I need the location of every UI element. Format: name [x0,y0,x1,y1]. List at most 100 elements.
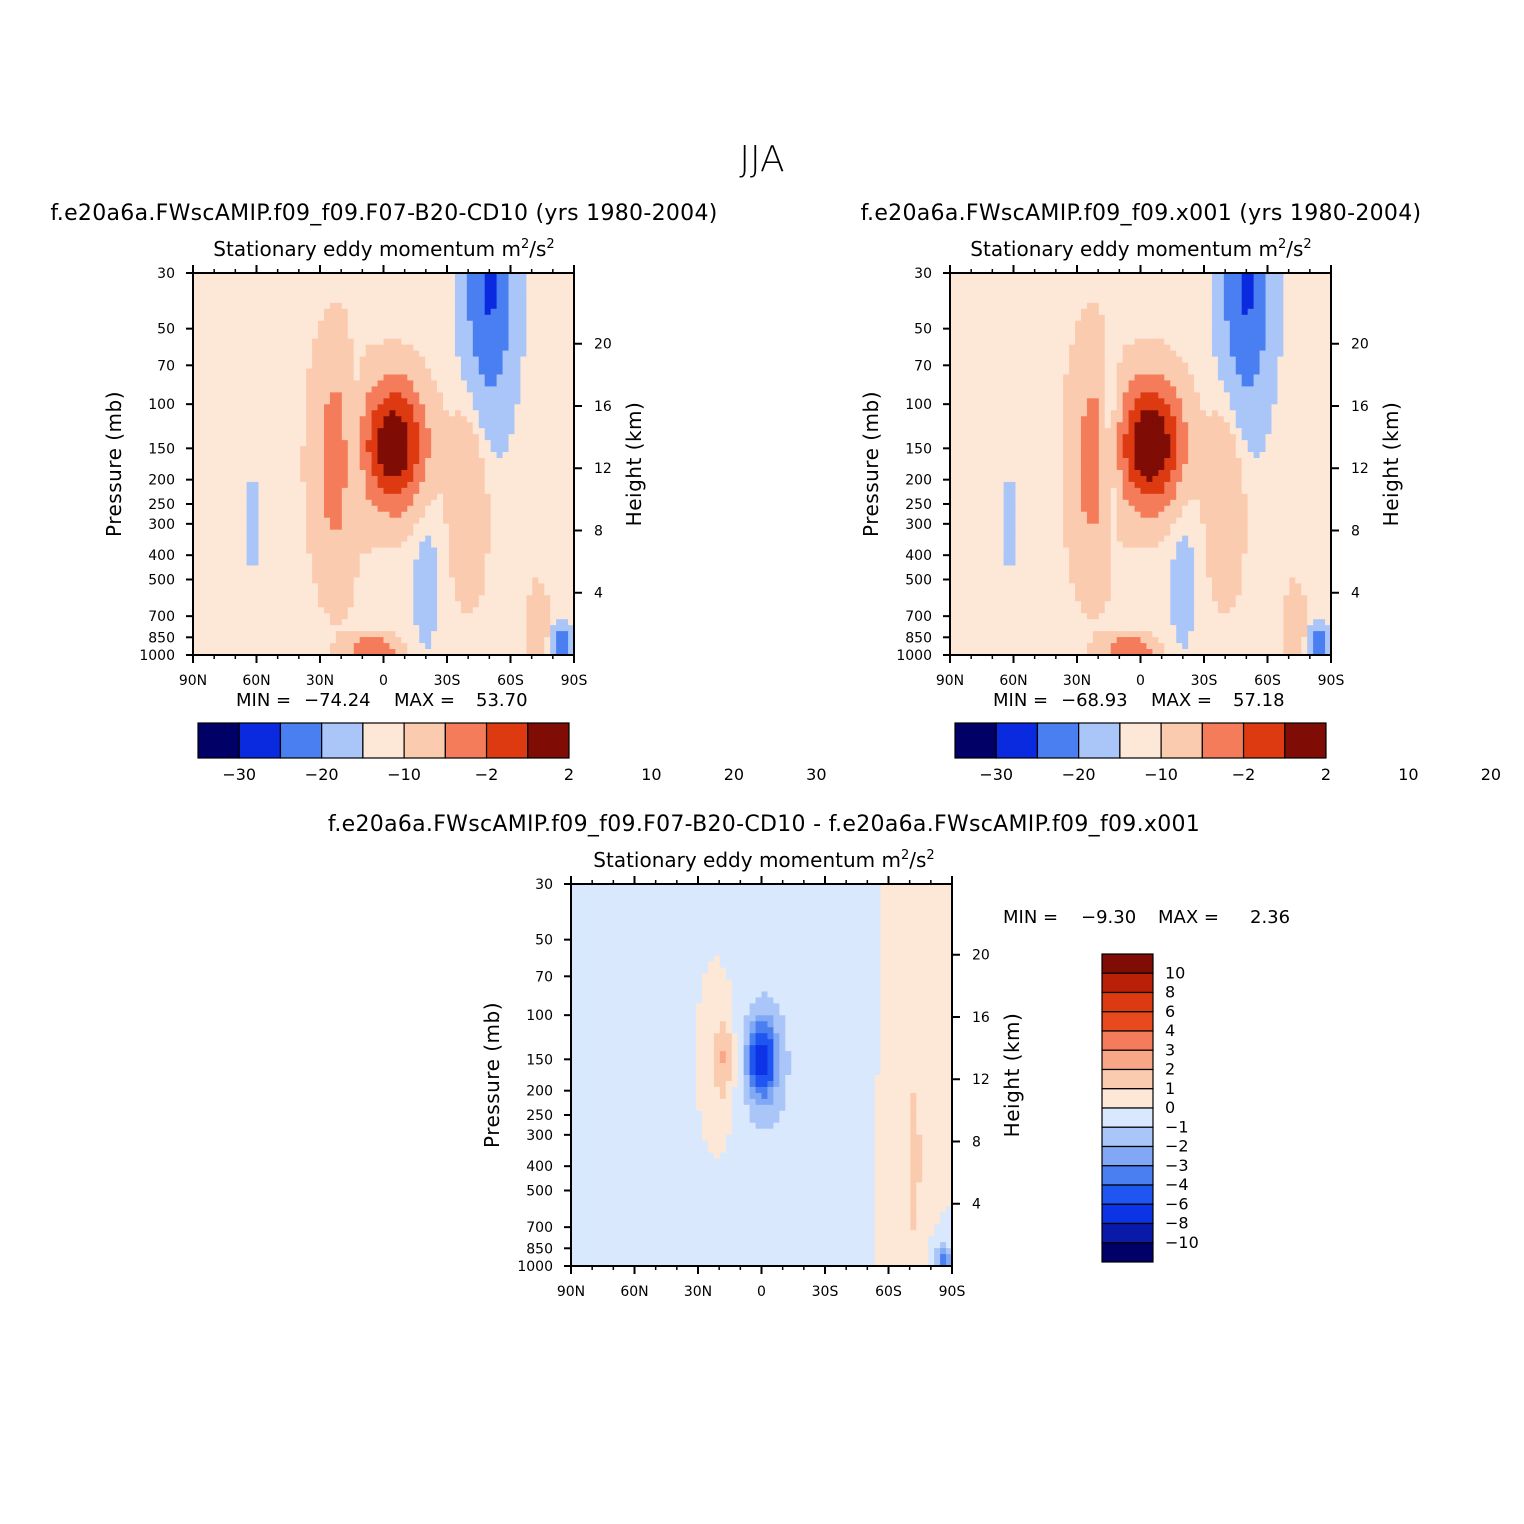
contour-cell [353,601,361,608]
contour-cell [1289,290,1296,298]
contour-cell [1223,290,1231,298]
contour-cell [508,428,516,435]
contour-cell [252,368,260,376]
contour-cell [496,631,504,638]
contour-cell [502,469,510,477]
contour-cell [365,362,373,370]
contour-cell [460,541,468,549]
contour-cell [466,529,474,537]
contour-cell [389,595,396,602]
contour-cell [556,284,563,292]
contour-cell [1283,284,1290,292]
contour-cell [448,505,456,513]
contour-cell [258,559,266,567]
contour-cell [568,458,575,465]
contour-cell [407,284,414,292]
contour-cell [1223,284,1231,292]
contour-cell [306,565,313,573]
contour-cell [1158,308,1165,316]
contour-cell [1277,273,1284,280]
contour-cell [240,302,248,310]
contour-cell [496,505,504,513]
contour-cell [562,434,569,441]
contour-cell [514,535,522,543]
contour-cell [550,553,557,561]
colorbar-swatch [485,722,529,759]
contour-cell [234,613,242,620]
contour-cell [1188,320,1195,328]
contour-cell [365,601,373,608]
contour-cell [550,302,557,310]
contour-cell [395,296,402,304]
contour-cell [425,571,432,579]
contour-cell [222,619,230,626]
contour-cell [425,547,432,555]
contour-cell [264,559,271,567]
contour-cell [341,505,349,513]
contour-cell [294,344,301,352]
contour-cell [431,511,438,519]
contour-cell [454,649,462,656]
contour-cell [556,278,563,286]
contour-cell [216,541,224,549]
contour-cell [389,344,396,352]
contour-cell [443,273,450,280]
contour-cell [1140,308,1148,316]
contour-cell [1211,320,1219,328]
contour-cell [264,601,271,608]
contour-cell [1063,332,1070,340]
contour-cell [300,410,307,417]
contour-cell [323,499,331,507]
contour-cell [193,434,200,441]
contour-cell [264,625,271,632]
contour-cell [1241,273,1249,280]
contour-cell [431,625,438,632]
contour-cell [312,601,319,608]
contour-cell [252,284,260,292]
contour-cell [460,637,468,644]
contour-cell [258,523,266,531]
contour-cell [532,469,539,477]
contour-cell [448,565,456,573]
contour-cell [496,589,504,596]
contour-cell [437,296,444,304]
contour-cell [443,493,450,501]
contour-cell [353,368,361,376]
contour-cell [991,302,999,310]
contour-cell [1223,278,1231,286]
contour-cell [490,374,498,382]
x-tick-label: 0 [379,673,388,689]
contour-cell [335,487,343,495]
contour-cell [454,410,462,417]
contour-cell [240,410,248,417]
contour-cell [544,535,551,543]
contour-cell [526,559,533,567]
contour-cell [246,296,254,304]
contour-cell [288,505,295,513]
contour-cell [365,481,373,489]
contour-cell [979,302,987,310]
contour-cell [1003,320,1011,328]
contour-cell [407,511,414,519]
contour-cell [532,625,539,632]
contour-cell [419,475,426,483]
contour-cell [1164,308,1171,316]
contour-cell [228,302,236,310]
contour-cell [258,392,266,399]
contour-cell [282,481,289,489]
contour-cell [532,523,539,531]
contour-cell [210,350,218,358]
contour-cell [329,422,337,429]
contour-cell [1200,278,1207,286]
contour-cell [258,458,266,465]
contour-cell [478,649,486,656]
contour-cell [300,499,307,507]
contour-cell [1194,273,1201,280]
contour-cell [437,392,444,399]
contour-cell [377,314,385,322]
contour-cell [508,625,516,632]
contour-cell [318,619,325,626]
contour-cell [276,535,283,543]
contour-cell [419,350,426,358]
contour-cell [300,416,307,423]
